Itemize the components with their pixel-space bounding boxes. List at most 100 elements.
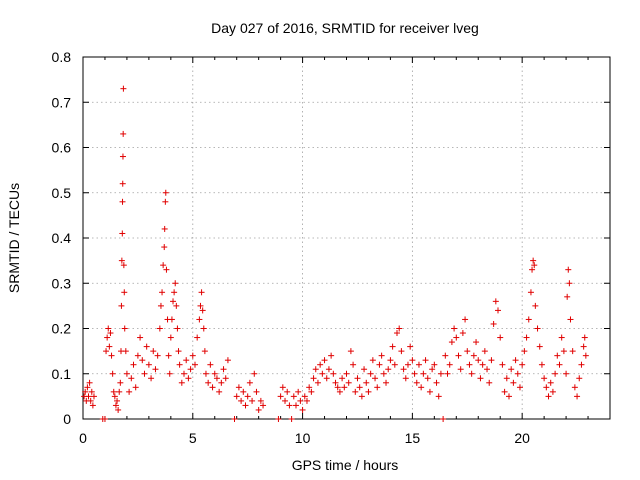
data-point bbox=[290, 393, 297, 400]
data-point bbox=[345, 379, 352, 386]
data-point bbox=[574, 393, 581, 400]
data-point bbox=[538, 361, 545, 368]
data-point bbox=[297, 397, 304, 404]
data-point bbox=[328, 352, 335, 359]
data-point bbox=[578, 361, 585, 368]
data-point bbox=[249, 397, 256, 404]
y-tick-labels: 0 0.1 0.2 0.3 0.4 0.5 0.6 0.7 0.8 bbox=[52, 49, 72, 427]
data-point bbox=[440, 416, 447, 422]
data-point bbox=[334, 384, 341, 391]
data-point bbox=[407, 343, 414, 350]
data-point bbox=[118, 302, 125, 309]
data-point bbox=[89, 402, 96, 409]
data-point bbox=[426, 388, 433, 395]
data-point bbox=[170, 298, 177, 305]
data-point bbox=[187, 366, 194, 373]
data-point bbox=[347, 348, 354, 355]
data-point bbox=[531, 262, 538, 269]
data-point bbox=[161, 225, 168, 232]
data-point bbox=[114, 397, 121, 404]
data-point bbox=[457, 366, 464, 373]
data-point bbox=[446, 361, 453, 368]
data-point bbox=[503, 375, 510, 382]
data-point bbox=[292, 402, 299, 409]
data-point bbox=[534, 325, 541, 332]
data-point bbox=[299, 406, 306, 413]
data-point bbox=[196, 316, 203, 323]
data-point bbox=[492, 298, 499, 305]
data-point bbox=[451, 325, 458, 332]
data-point bbox=[398, 348, 405, 355]
y-tick-label: 0.7 bbox=[52, 94, 72, 110]
data-point bbox=[363, 379, 370, 386]
data-point bbox=[233, 393, 240, 400]
data-point bbox=[564, 293, 571, 300]
data-point bbox=[380, 370, 387, 377]
data-point bbox=[86, 379, 93, 386]
data-point bbox=[464, 348, 471, 355]
x-tick-label: 20 bbox=[514, 430, 530, 446]
data-point bbox=[137, 334, 144, 341]
data-point bbox=[87, 397, 94, 404]
data-point bbox=[350, 361, 357, 368]
data-point bbox=[161, 244, 168, 251]
y-tick-label: 0.6 bbox=[52, 140, 72, 156]
data-point bbox=[152, 366, 159, 373]
data-point bbox=[213, 375, 220, 382]
data-point bbox=[582, 352, 589, 359]
data-point bbox=[310, 375, 317, 382]
data-point bbox=[367, 370, 374, 377]
data-point bbox=[139, 357, 146, 364]
data-point bbox=[325, 366, 332, 373]
data-point bbox=[238, 397, 245, 404]
data-point bbox=[111, 393, 118, 400]
data-point bbox=[216, 388, 223, 395]
data-point bbox=[156, 325, 163, 332]
data-point bbox=[240, 388, 247, 395]
data-point bbox=[321, 357, 328, 364]
data-point bbox=[166, 370, 173, 377]
data-point bbox=[394, 330, 401, 337]
data-point bbox=[119, 230, 126, 237]
data-point bbox=[306, 384, 313, 391]
data-point bbox=[255, 406, 262, 413]
data-point bbox=[145, 361, 152, 368]
data-point bbox=[383, 379, 390, 386]
data-point bbox=[581, 334, 588, 341]
data-point bbox=[109, 370, 116, 377]
data-point bbox=[514, 370, 521, 377]
data-point bbox=[536, 343, 543, 350]
data-point bbox=[168, 316, 175, 323]
data-point bbox=[115, 406, 122, 413]
data-point bbox=[354, 375, 361, 382]
data-point bbox=[341, 384, 348, 391]
y-tick-label: 0.1 bbox=[52, 366, 72, 382]
data-point bbox=[178, 379, 185, 386]
data-point bbox=[543, 384, 550, 391]
data-point bbox=[132, 384, 139, 391]
data-point bbox=[499, 361, 506, 368]
data-point bbox=[288, 416, 295, 422]
data-point bbox=[189, 352, 196, 359]
data-point bbox=[385, 366, 392, 373]
data-point bbox=[222, 375, 229, 382]
data-point bbox=[231, 416, 238, 422]
data-point bbox=[181, 370, 188, 377]
data-point bbox=[486, 379, 493, 386]
data-point bbox=[141, 370, 148, 377]
data-point bbox=[244, 393, 251, 400]
data-point bbox=[512, 357, 519, 364]
data-point bbox=[128, 375, 135, 382]
data-point bbox=[209, 384, 216, 391]
data-point bbox=[455, 352, 462, 359]
data-point bbox=[121, 289, 128, 296]
data-point bbox=[116, 388, 123, 395]
data-point bbox=[545, 393, 552, 400]
data-point bbox=[387, 357, 394, 364]
data-point bbox=[160, 262, 167, 269]
data-point bbox=[323, 375, 330, 382]
data-point bbox=[126, 388, 133, 395]
x-tick-label: 5 bbox=[189, 430, 197, 446]
data-point bbox=[429, 366, 436, 373]
x-tick-label: 10 bbox=[295, 430, 311, 446]
